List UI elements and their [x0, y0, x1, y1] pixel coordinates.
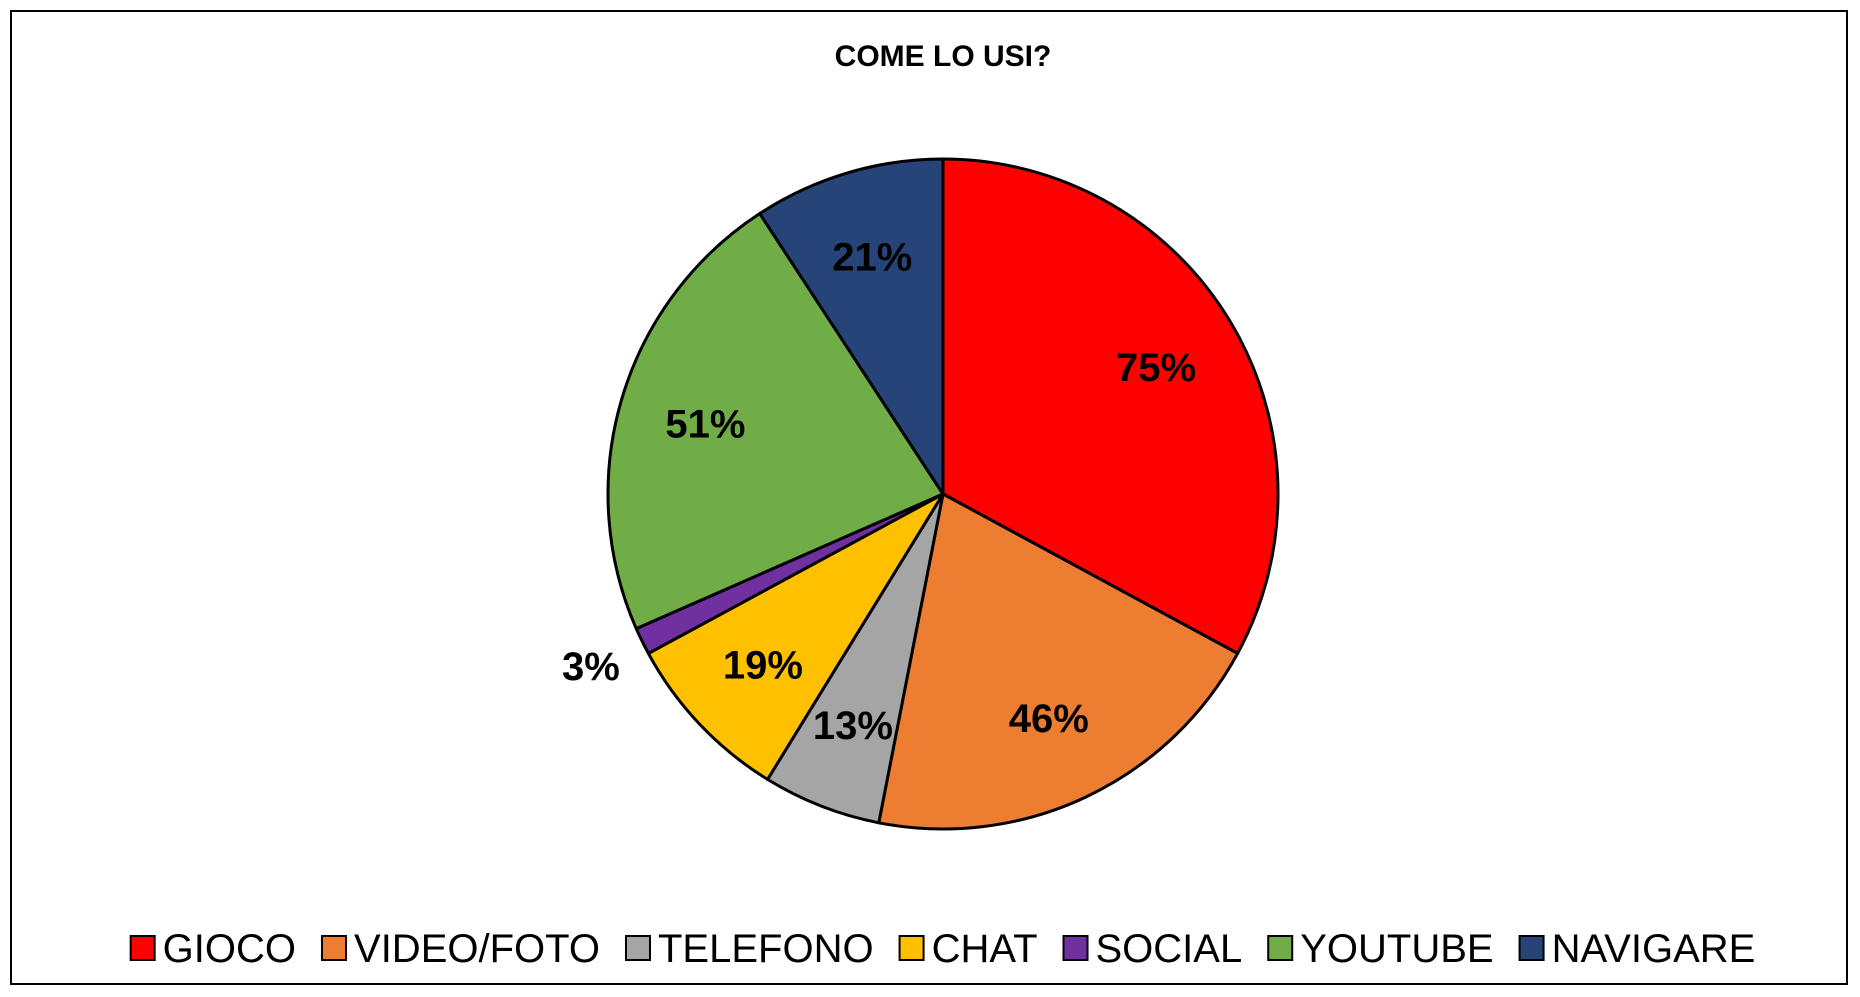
- legend-swatch-telefono: [624, 935, 651, 961]
- legend-label-telefono: TELEFONO: [658, 927, 874, 971]
- data-labels: 75% 46% 13%19% 3% 51% 21%: [562, 235, 1196, 748]
- pie-slice-gioco: [941, 157, 1280, 655]
- data-label-gioco: 75%: [1116, 346, 1196, 390]
- legend-label-video-foto: VIDEO/FOTO: [354, 927, 600, 971]
- legend-swatch-video-foto: [321, 935, 348, 961]
- data-label-navigare: 21%: [832, 235, 912, 279]
- legend-swatch-gioco: [129, 935, 156, 961]
- legend-swatch-navigare: [1518, 935, 1545, 961]
- pie-slices: [606, 157, 1280, 831]
- legend-label-navigare: NAVIGARE: [1552, 927, 1756, 971]
- pie-slice-youtube: [606, 212, 945, 631]
- legend-label-youtube: YOUTUBE: [1300, 927, 1493, 971]
- pie-slice-video-foto: [877, 492, 1240, 831]
- legend-swatch-youtube: [1267, 935, 1294, 961]
- data-label-social: 3%: [562, 645, 620, 689]
- legend-item-chat: CHAT: [898, 927, 1038, 971]
- chart-title: COME LO USI?: [835, 40, 1052, 73]
- data-label-video-foto: 46%: [1009, 697, 1089, 741]
- legend-item-navigare: NAVIGARE: [1518, 927, 1756, 971]
- legend-item-gioco: GIOCO: [129, 927, 296, 971]
- legend-item-youtube: YOUTUBE: [1267, 927, 1494, 971]
- legend-label-gioco: GIOCO: [163, 927, 296, 971]
- legend-item-video-foto: VIDEO/FOTO: [321, 927, 600, 971]
- pie-slice-navigare: [758, 157, 945, 496]
- data-label-telefono: 13%: [813, 704, 893, 748]
- legend-item-social: SOCIAL: [1062, 927, 1243, 971]
- legend-swatch-social: [1062, 935, 1089, 961]
- legend-item-telefono: TELEFONO: [624, 927, 874, 971]
- legend-swatch-chat: [898, 935, 925, 961]
- legend: GIOCO VIDEO/FOTO TELEFONO CHAT SOCIAL YOUTUBE…: [129, 927, 1756, 971]
- data-label-youtube: 51%: [665, 402, 745, 446]
- pie-slice-chat: [646, 492, 945, 781]
- legend-label-social: SOCIAL: [1096, 927, 1243, 971]
- legend-label-chat: CHAT: [932, 927, 1038, 971]
- data-label-chat: 19%: [723, 643, 803, 687]
